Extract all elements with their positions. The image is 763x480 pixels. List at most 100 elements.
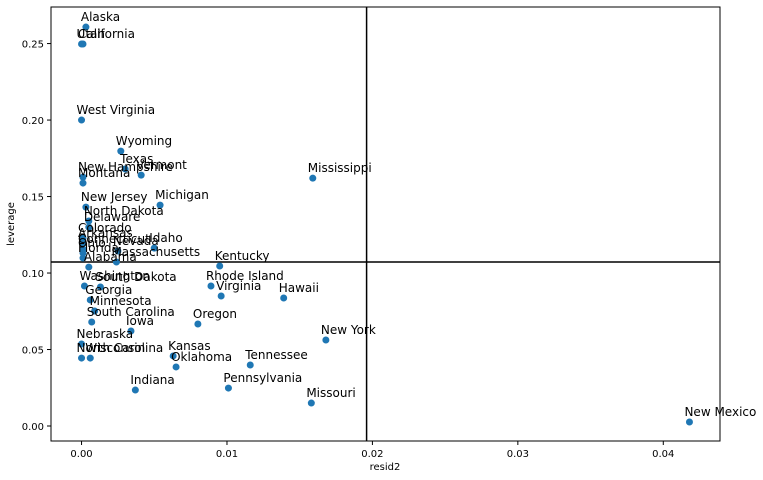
point-label: Ohio — [78, 236, 106, 250]
point — [280, 294, 288, 302]
point — [150, 244, 158, 252]
point — [79, 239, 87, 247]
x-axis-label: resid2 — [370, 462, 401, 473]
point — [137, 171, 145, 179]
point — [131, 386, 139, 394]
point-label: Idaho — [149, 231, 182, 245]
point-label: New Mexico — [684, 405, 756, 419]
point-label: Wisconsin — [85, 341, 145, 355]
point — [80, 282, 88, 290]
point — [117, 147, 125, 155]
point-label: North Dakota — [84, 204, 164, 218]
point — [309, 174, 317, 182]
point-label: Alaska — [81, 10, 120, 24]
y-tick-label: 0.10 — [22, 269, 44, 280]
point-label: Oklahoma — [171, 350, 232, 364]
point-label: Pennsylvania — [223, 371, 302, 385]
point-label: Oregon — [193, 307, 237, 321]
point — [112, 258, 120, 266]
point-label: Delaware — [84, 210, 141, 224]
point-label: Virginia — [216, 279, 261, 293]
point — [322, 336, 330, 344]
point — [85, 223, 93, 231]
point — [224, 384, 232, 392]
point — [127, 327, 135, 335]
point — [86, 296, 94, 304]
point — [307, 399, 315, 407]
point — [85, 217, 93, 225]
point-label: Tennessee — [244, 348, 308, 362]
point-label: Kansas — [168, 339, 210, 353]
point-label: Michigan — [155, 188, 209, 202]
point — [79, 234, 87, 242]
point-label: North Carolina — [77, 341, 164, 355]
x-tick-label: 0.04 — [652, 449, 674, 460]
point-label: Iowa — [126, 314, 154, 328]
point — [685, 418, 693, 426]
y-tick-label: 0.25 — [22, 40, 44, 51]
point-label: Nebraska — [77, 327, 134, 341]
point-label: South Dakota — [95, 270, 176, 284]
point — [156, 201, 164, 209]
y-tick-label: 0.20 — [22, 116, 44, 127]
point — [79, 179, 87, 187]
point — [82, 23, 90, 31]
point — [85, 263, 93, 271]
point-label: New Jersey — [81, 190, 148, 204]
point — [217, 292, 225, 300]
point-label: Mississippi — [308, 161, 372, 175]
point — [96, 283, 104, 291]
point-label: Connecticut — [78, 232, 150, 246]
plot-frame — [50, 6, 721, 442]
point — [78, 116, 86, 124]
point-label: Rhode Island — [206, 269, 284, 283]
point-label: West Virginia — [77, 103, 156, 117]
y-axis-label: leverage — [6, 202, 17, 246]
point — [216, 262, 224, 270]
point — [91, 307, 99, 315]
point-label: Utah — [77, 27, 105, 41]
point-label: Vermont — [136, 158, 187, 172]
x-tick-label: 0.00 — [70, 449, 92, 460]
point — [172, 363, 180, 371]
point-label: Colorado — [78, 221, 132, 235]
point — [82, 203, 90, 211]
point-label: Arkansas — [78, 226, 133, 240]
point — [121, 165, 129, 173]
point-label: Hawaii — [279, 281, 319, 295]
x-tick-label: 0.01 — [216, 449, 238, 460]
point-label: Nevada — [113, 234, 159, 248]
point — [114, 247, 122, 255]
x-tick-label: 0.03 — [507, 449, 529, 460]
point-label: Wyoming — [116, 134, 172, 148]
point-label: Georgia — [85, 283, 132, 297]
point — [246, 361, 254, 369]
point-label: South Carolina — [87, 305, 175, 319]
point — [169, 352, 177, 360]
point — [79, 249, 87, 257]
point-label: California — [78, 27, 135, 41]
x-tick-label: 0.02 — [361, 449, 383, 460]
point-label: New York — [321, 323, 376, 337]
point-label: Massachusetts — [111, 245, 200, 259]
point-label: Indiana — [130, 373, 174, 387]
point-label: Kentucky — [215, 249, 270, 263]
point-label: Florida — [78, 241, 119, 255]
point — [207, 282, 215, 290]
point-label: Alabama — [84, 250, 137, 264]
point — [86, 354, 94, 362]
point — [88, 318, 96, 326]
y-tick-label: 0.05 — [22, 346, 44, 357]
point — [194, 320, 202, 328]
y-tick-label: 0.00 — [22, 422, 44, 433]
point-label: New Hampshire — [78, 160, 173, 174]
point-label: Washington — [79, 269, 150, 283]
point-label: Montana — [78, 166, 130, 180]
point-label: Texas — [119, 152, 153, 166]
point — [78, 340, 86, 348]
point — [79, 173, 87, 181]
y-tick-label: 0.15 — [22, 193, 44, 204]
point-label: Missouri — [306, 386, 355, 400]
